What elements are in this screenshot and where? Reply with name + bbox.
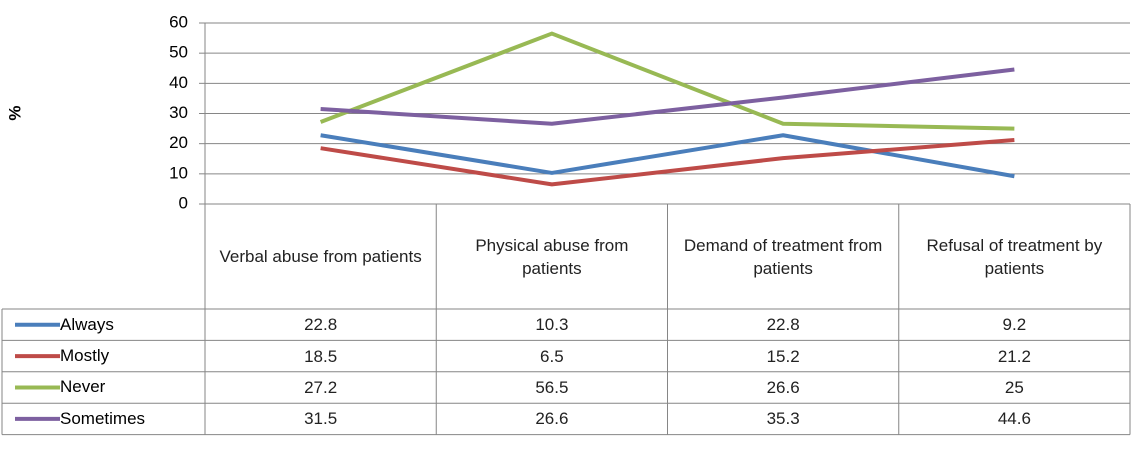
table-value: 56.5 [535,377,569,397]
table-value: 22.8 [304,315,338,335]
y-tick-label: 50 [169,43,188,62]
legend-label: Never [60,377,106,397]
table-value: 26.6 [766,377,800,397]
y-tick-label: 0 [179,193,188,212]
table-value: 6.5 [540,346,564,366]
table-value: 31.5 [304,409,338,429]
y-tick-label: 10 [169,163,188,182]
table-value: 21.2 [997,346,1031,366]
y-tick-label: 30 [169,103,188,122]
y-tick-label: 40 [169,73,188,92]
y-tick-label: 20 [169,133,188,152]
legend-label: Always [60,314,114,334]
table-value: 26.6 [535,409,569,429]
y-tick-label: 60 [169,12,188,31]
category-header: Verbal abuse from patients [219,247,422,266]
series-line [319,31,1015,131]
category-header: Refusal of treatment by patients [926,235,1103,278]
category-header: Physical abuse from patients [475,235,629,278]
category-header: Demand of treatment from patients [683,235,883,278]
table-value: 18.5 [304,346,338,366]
table-value: 25 [1004,377,1024,397]
series-line [320,133,1015,179]
table-value: 22.8 [766,315,800,335]
table-value: 35.3 [766,409,800,429]
table-value: 44.6 [997,409,1031,429]
table-value: 10.3 [535,315,569,335]
legend-label: Mostly [60,346,110,366]
table-value: 27.2 [304,377,338,397]
table-value: 9.2 [1002,315,1027,335]
y-axis-label: % [5,105,24,120]
series-line [320,67,1015,126]
table-value: 15.2 [766,346,800,366]
legend-label: Sometimes [60,408,146,428]
series-line [320,138,1015,187]
